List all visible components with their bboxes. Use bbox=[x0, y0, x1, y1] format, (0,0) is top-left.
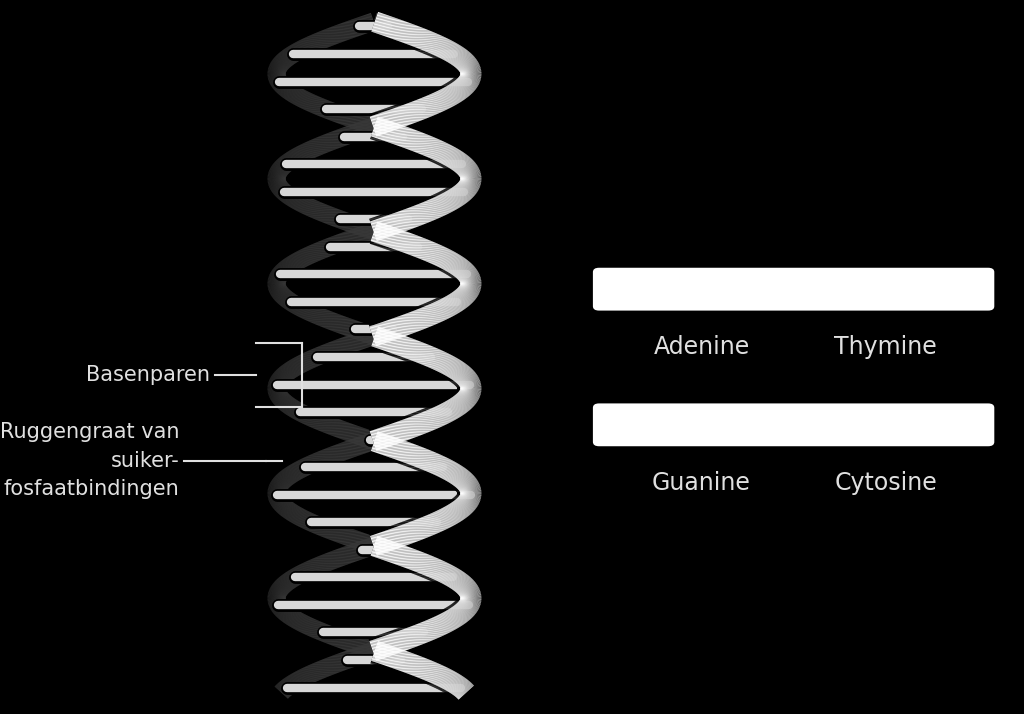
Text: Basenparen: Basenparen bbox=[86, 365, 210, 385]
Text: suiker-: suiker- bbox=[111, 451, 179, 471]
Text: Thymine: Thymine bbox=[835, 335, 937, 359]
Text: Guanine: Guanine bbox=[652, 471, 751, 495]
Text: Ruggengraat van: Ruggengraat van bbox=[0, 422, 179, 442]
FancyBboxPatch shape bbox=[593, 268, 994, 311]
Text: fosfaatbindingen: fosfaatbindingen bbox=[3, 479, 179, 499]
Text: Cytosine: Cytosine bbox=[835, 471, 937, 495]
FancyBboxPatch shape bbox=[593, 403, 994, 446]
Text: Adenine: Adenine bbox=[653, 335, 750, 359]
